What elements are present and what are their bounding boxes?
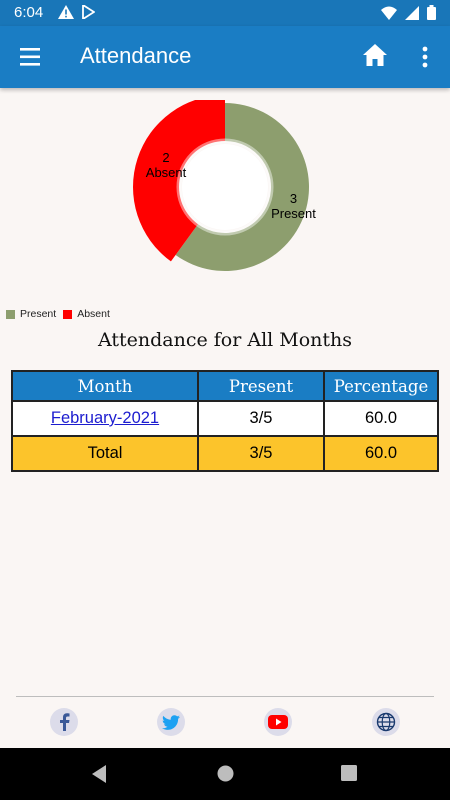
globe-icon[interactable] [372, 708, 400, 736]
table-header-row: Month Present Percentage [11, 370, 439, 402]
system-nav-bar [0, 748, 450, 800]
page-title: Attendance [80, 43, 192, 68]
donut-inner-ring [176, 138, 274, 236]
signal-icon [405, 5, 419, 25]
more-options-icon[interactable] [418, 45, 432, 74]
warning-icon [58, 5, 74, 24]
twitter-icon[interactable] [157, 708, 185, 736]
total-percentage: 60.0 [323, 435, 439, 472]
youtube-icon[interactable] [264, 708, 292, 736]
legend-swatch-present [6, 309, 15, 319]
home-icon[interactable] [362, 43, 388, 72]
section-title: Attendance for All Months [97, 329, 353, 351]
slice-label-absent: 2 Absent [146, 150, 187, 180]
slice-present [175, 103, 309, 271]
play-store-icon [82, 3, 96, 24]
legend-swatch-absent [63, 309, 73, 319]
header-percentage: Percentage [323, 370, 439, 402]
menu-icon[interactable] [18, 46, 44, 68]
cell-present: 3/5 [197, 400, 325, 437]
cell-percentage: 60.0 [323, 400, 439, 437]
legend-item-absent: Absent [63, 308, 110, 320]
legend-label-absent: Absent [77, 308, 110, 320]
total-label: Total [11, 435, 199, 472]
recent-apps-icon[interactable] [341, 765, 357, 786]
total-present: 3/5 [197, 435, 325, 472]
attendance-table: Month Present Percentage February-2021 3… [11, 370, 439, 472]
legend-label-present: Present [20, 308, 57, 320]
month-link[interactable]: February-2021 [50, 409, 160, 427]
slice-absent [132, 95, 225, 262]
attendance-chart: 3 Present 2 Absent [0, 95, 450, 290]
app-bar: Attendance [0, 26, 450, 88]
status-time: 6:04 [14, 4, 44, 21]
donut-chart-svg: 3 Present 2 Absent [132, 95, 316, 271]
facebook-icon[interactable] [50, 708, 78, 736]
donut-hole [182, 144, 268, 230]
slice-label-present: 3 Present [271, 191, 316, 221]
table-row: February-2021 3/5 60.0 [11, 400, 439, 437]
wifi-icon [381, 6, 397, 25]
header-month: Month [11, 370, 199, 402]
nav-home-icon[interactable] [217, 765, 234, 787]
legend-item-present: Present [6, 308, 56, 320]
chart-legend: Present Absent [6, 308, 117, 320]
status-bar: 6:04 [0, 0, 450, 26]
battery-icon [427, 5, 436, 25]
header-present: Present [197, 370, 325, 402]
table-total-row: Total 3/5 60.0 [11, 435, 439, 472]
cell-month: February-2021 [11, 400, 199, 437]
footer-divider [16, 696, 434, 697]
back-icon[interactable] [90, 764, 108, 789]
